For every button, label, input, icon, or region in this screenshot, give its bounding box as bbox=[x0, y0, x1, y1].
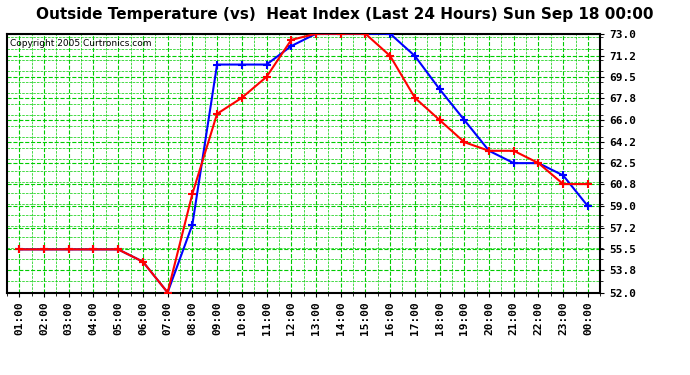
Text: Copyright 2005 Curtronics.com: Copyright 2005 Curtronics.com bbox=[10, 39, 151, 48]
Text: Outside Temperature (vs)  Heat Index (Last 24 Hours) Sun Sep 18 00:00: Outside Temperature (vs) Heat Index (Las… bbox=[37, 8, 653, 22]
